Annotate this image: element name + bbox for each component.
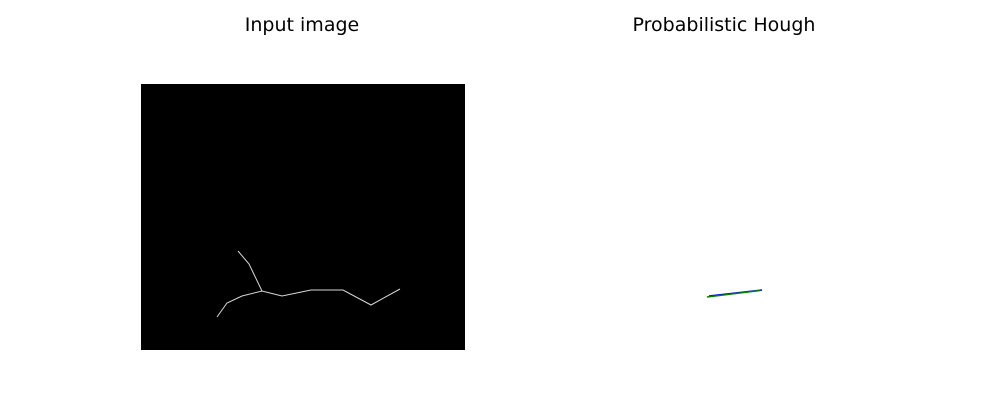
probabilistic-hough-title: Probabilistic Hough [632,14,816,36]
input-image-title: Input image [244,14,360,36]
edge-main-contour [216,288,401,318]
probabilistic-hough-background [563,84,887,350]
probabilistic-hough-panel [563,84,887,350]
input-image-canvas [141,84,465,350]
probabilistic-hough-canvas [563,84,887,350]
input-image-panel [141,84,465,350]
edge-branch-contour [237,250,263,292]
detected-line-green [706,289,761,298]
input-image-background [141,84,465,350]
